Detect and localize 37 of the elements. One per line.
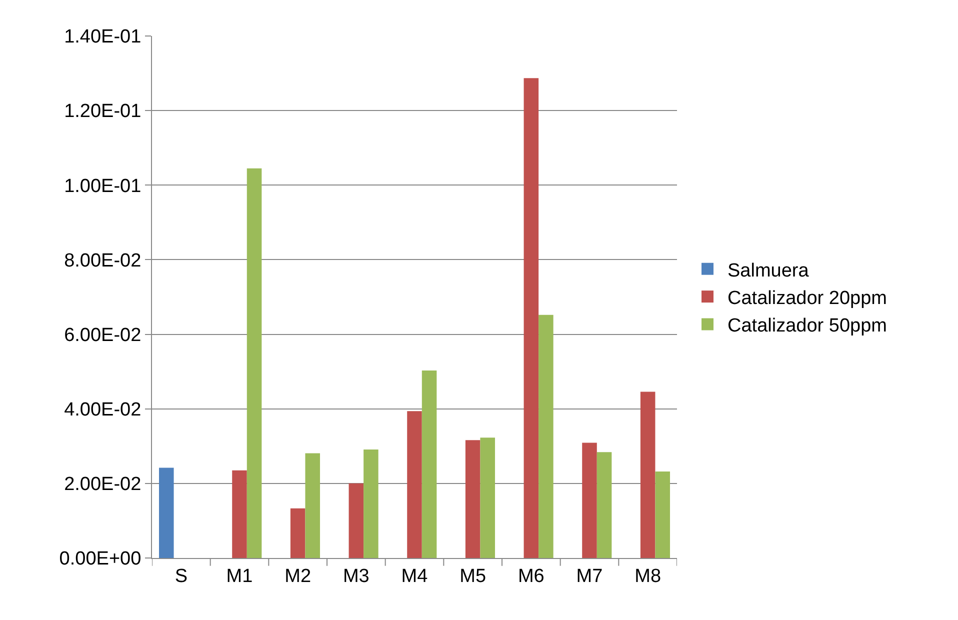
bar [232,470,247,558]
y-tick-label: 4.00E-02 [64,400,142,421]
legend-label: Catalizador 50ppm [728,316,887,337]
bar [159,468,174,558]
x-tick-label: M3 [342,566,370,587]
x-tick-label: M7 [576,566,603,587]
x-tick-label: M6 [518,566,544,587]
bar [524,78,539,558]
y-tick-label: 1.40E-01 [64,26,142,48]
bar [364,450,378,558]
bar [582,442,597,558]
y-tick-label: 6.00E-02 [64,324,142,346]
y-tick-label: 2.00E-02 [64,474,142,496]
legend-label: Catalizador 20ppm [728,288,887,309]
x-tick-label: S [174,566,188,587]
x-tick-label: M4 [401,566,428,587]
x-tick-label: M1 [226,566,253,587]
y-tick-label: 0.00E+00 [59,548,142,570]
bar [655,472,670,558]
legend-label: Salmuera [728,260,810,282]
x-tick-label: M8 [634,566,662,587]
bar [640,392,656,558]
bar [305,453,320,558]
bar [596,452,612,558]
x-tick-label: M2 [284,566,312,587]
y-tick-label: 1.00E-01 [64,176,142,197]
bar [348,483,364,558]
bar [465,440,480,558]
bar [422,370,437,558]
bar [246,168,262,558]
bar [480,438,495,558]
y-tick-label: 8.00E-02 [64,250,142,272]
bar [538,314,554,558]
x-tick-label: M5 [460,566,486,587]
bar [290,508,306,558]
y-tick-label: 1.20E-01 [64,101,142,122]
bar [407,411,422,558]
